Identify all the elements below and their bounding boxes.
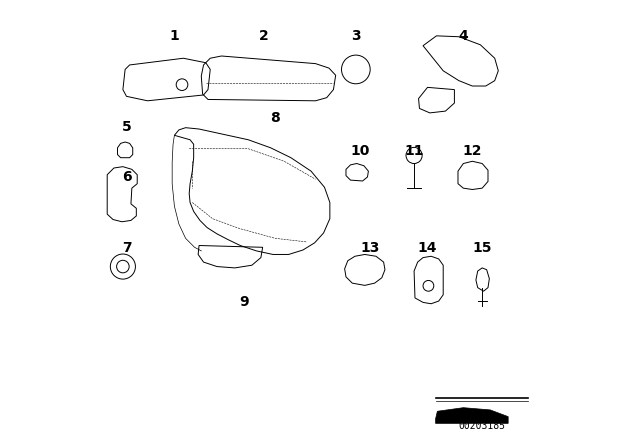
Text: 2: 2 <box>259 29 269 43</box>
Text: 1: 1 <box>170 29 179 43</box>
Text: 11: 11 <box>404 144 424 158</box>
Text: 12: 12 <box>463 144 482 158</box>
Text: 10: 10 <box>351 144 370 158</box>
Text: 8: 8 <box>270 112 280 125</box>
Text: 14: 14 <box>418 241 437 255</box>
Text: 9: 9 <box>239 295 249 309</box>
Text: 4: 4 <box>458 29 468 43</box>
Text: 6: 6 <box>122 170 131 184</box>
Text: 7: 7 <box>122 241 131 255</box>
Text: 00203185: 00203185 <box>459 421 506 431</box>
Text: 15: 15 <box>472 241 492 255</box>
Text: 3: 3 <box>351 29 361 43</box>
Polygon shape <box>436 408 508 423</box>
Text: 13: 13 <box>360 241 380 255</box>
Text: 5: 5 <box>122 121 131 134</box>
